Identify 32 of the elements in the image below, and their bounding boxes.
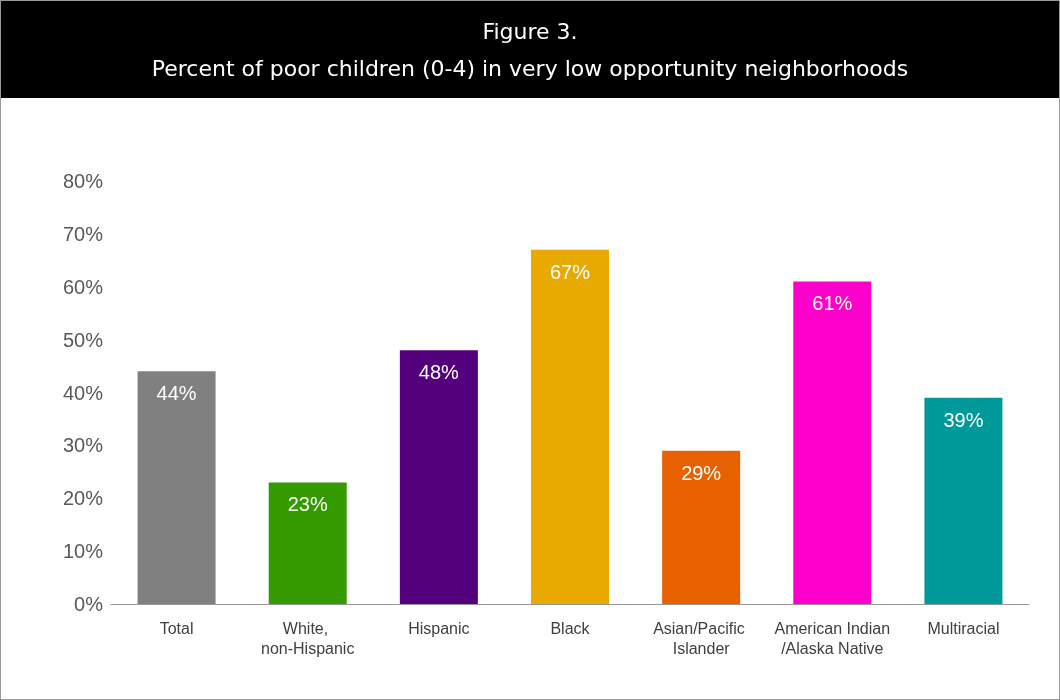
bar: [924, 397, 1003, 604]
y-tick-label: 80%: [62, 170, 104, 192]
data-label: 39%: [943, 408, 984, 431]
x-tick-label: American Indian/Alaska Native: [774, 619, 891, 657]
x-tick-label: Hispanic: [408, 619, 470, 637]
chart-subtitle: Percent of poor children (0-4) in very low opportunity neighborhoods: [150, 55, 910, 83]
bar: [662, 450, 741, 604]
bar: [793, 281, 872, 604]
x-tick-label: Black: [550, 619, 591, 637]
y-tick-label: 50%: [62, 328, 104, 351]
data-label: 23%: [287, 493, 328, 516]
y-tick-label: 60%: [62, 275, 104, 298]
x-tick-label: Multiracial: [927, 619, 1000, 637]
data-label: 48%: [418, 361, 460, 384]
bar: [531, 249, 609, 604]
bar: [137, 371, 216, 604]
x-tick-label: Asian/Pacific Islander: [653, 619, 750, 657]
y-tick-label: 30%: [62, 434, 104, 457]
y-tick-label: 70%: [62, 222, 104, 245]
data-label: 67%: [549, 260, 591, 283]
data-label: 61%: [812, 292, 853, 315]
data-label: 44%: [156, 382, 197, 405]
bar: [268, 482, 347, 604]
y-tick-label: 0%: [74, 593, 104, 615]
x-tick-label: Total: [159, 619, 194, 637]
y-tick-label: 10%: [62, 540, 104, 563]
data-label: 29%: [681, 461, 722, 484]
x-tick-label: White, non-Hispanic: [261, 619, 355, 657]
y-tick-label: 20%: [62, 487, 104, 510]
bar: [399, 350, 478, 604]
y-tick-label: 40%: [62, 381, 104, 404]
chart-title: Figure 3.: [481, 18, 579, 46]
